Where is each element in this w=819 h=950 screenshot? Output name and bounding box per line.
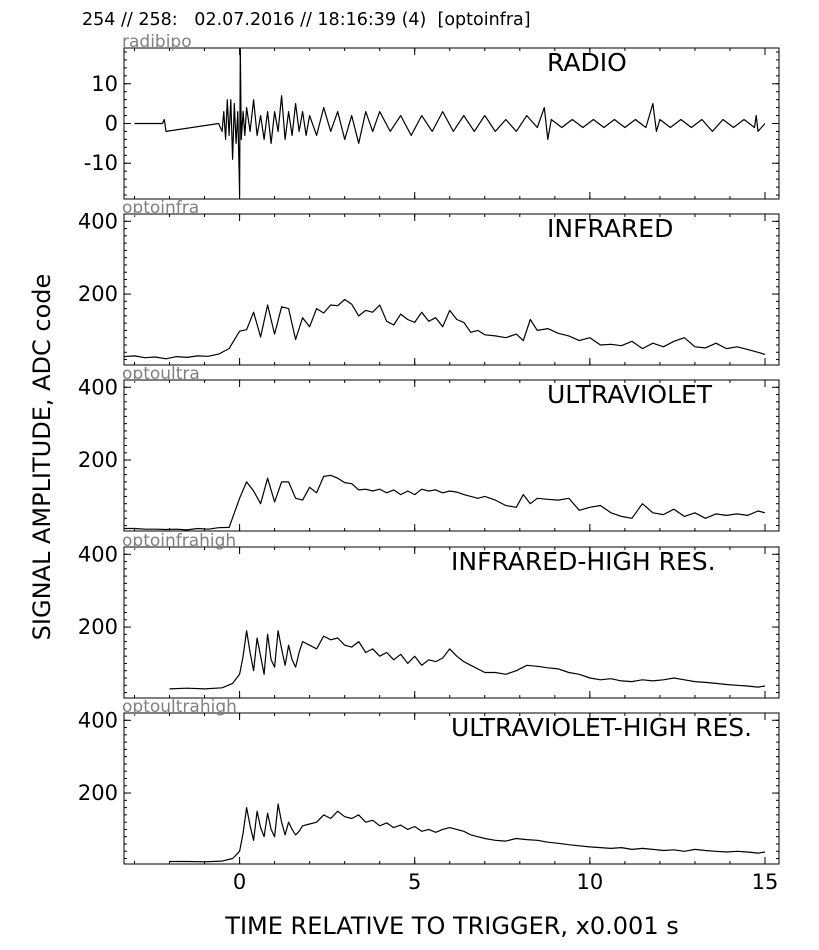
series-line [134,47,766,196]
channel-label: optoinfrahigh [122,531,236,551]
panel-title: RADIO [547,48,627,77]
y-tick-label: 400 [78,542,118,566]
x-tick-label: 15 [752,870,779,894]
series-line [123,298,766,360]
y-tick-label: 200 [78,282,118,306]
panel-frame [123,379,780,532]
channel-label: optoinfra [122,198,199,218]
panel-title: INFRARED [547,214,673,243]
x-axis-label: TIME RELATIVE TO TRIGGER, x0.001 s [225,912,679,940]
x-tick-label: 5 [408,870,421,894]
y-tick-label: 200 [78,615,118,639]
y-tick-label: 10 [91,72,118,96]
y-tick-label: -10 [84,151,118,175]
panel-title: ULTRAVIOLET [547,380,713,409]
channel-label: radibipo [122,32,192,52]
panel-frame [123,546,780,699]
y-tick-label: 400 [78,375,118,399]
series-line [169,630,766,690]
series-line [169,803,766,863]
panel-frame [123,213,780,366]
channel-label: optoultra [122,364,200,384]
y-tick-label: 400 [78,209,118,233]
panel-title: ULTRAVIOLET-HIGH RES. [451,713,752,742]
y-tick-label: 200 [78,781,118,805]
channel-label: optoultrahigh [122,697,237,717]
y-tick-label: 400 [78,708,118,732]
y-tick-label: 0 [105,112,118,136]
y-tick-label: 200 [78,448,118,472]
panel-title: INFRARED-HIGH RES. [451,547,716,576]
x-tick-label: 0 [233,870,246,894]
panel-frame [123,712,780,865]
x-tick-label: 10 [576,870,603,894]
series-line [124,474,766,531]
figure-header: 254 // 258: 02.07.2016 // 18:16:39 (4) [… [82,10,531,30]
